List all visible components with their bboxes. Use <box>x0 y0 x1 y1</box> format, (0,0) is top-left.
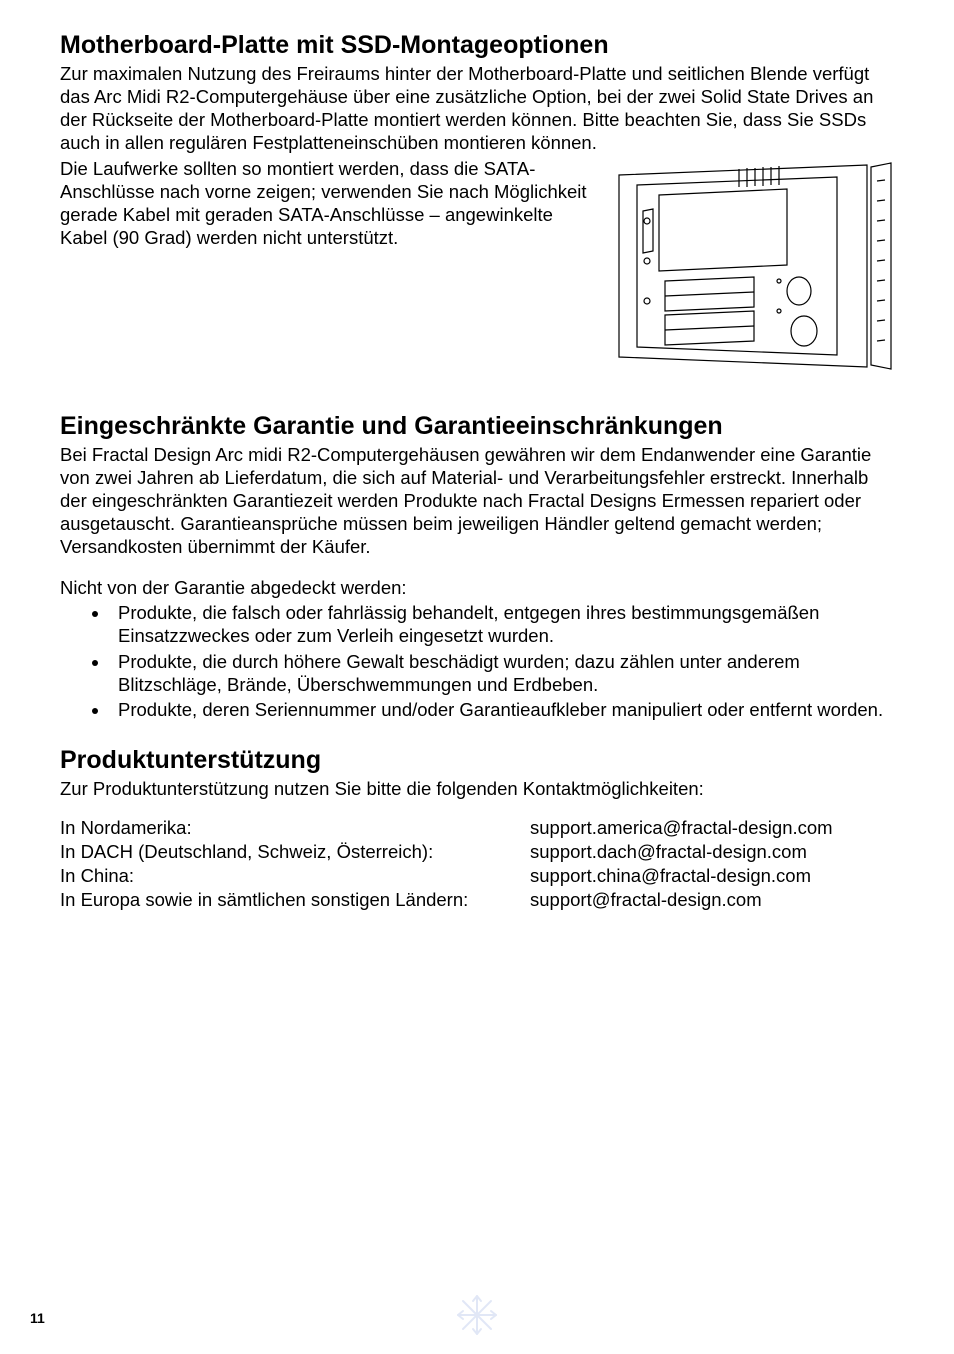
section-motherboard-ssd: Motherboard-Platte mit SSD-Montageoption… <box>60 30 894 371</box>
warranty-exclusions-list: Produkte, die falsch oder fahrlässig beh… <box>60 601 894 721</box>
support-email: support.china@fractal-design.com <box>530 864 894 888</box>
warranty-para-2: Nicht von der Garantie abgedeckt werden: <box>60 576 894 599</box>
support-para: Zur Produktunterstützung nutzen Sie bitt… <box>60 777 894 800</box>
section-warranty: Eingeschränkte Garantie und Garantieeins… <box>60 411 894 721</box>
heading-support: Produktunterstützung <box>60 745 894 775</box>
support-email: support@fractal-design.com <box>530 888 894 912</box>
support-region: In China: <box>60 864 530 888</box>
motherboard-diagram-svg <box>609 161 894 371</box>
heading-motherboard-ssd: Motherboard-Platte mit SSD-Montageoption… <box>60 30 894 60</box>
list-item: Produkte, die durch höhere Gewalt beschä… <box>110 650 894 696</box>
document-page: Motherboard-Platte mit SSD-Montageoption… <box>0 0 954 1354</box>
heading-warranty: Eingeschränkte Garantie und Garantieeins… <box>60 411 894 441</box>
support-region: In DACH (Deutschland, Schweiz, Österreic… <box>60 840 530 864</box>
support-region: In Nordamerika: <box>60 816 530 840</box>
section-support: Produktunterstützung Zur Produktunterstü… <box>60 745 894 912</box>
support-email: support.dach@fractal-design.com <box>530 840 894 864</box>
support-emails-column: support.america@fractal-design.com suppo… <box>530 816 894 912</box>
warranty-para-1: Bei Fractal Design Arc midi R2-Computerg… <box>60 443 894 559</box>
support-email: support.america@fractal-design.com <box>530 816 894 840</box>
page-number: 11 <box>30 1310 45 1326</box>
paragraph-1: Zur maximalen Nutzung des Freiraums hint… <box>60 62 894 155</box>
support-contacts: In Nordamerika: In DACH (Deutschland, Sc… <box>60 816 894 912</box>
list-item: Produkte, deren Seriennummer und/oder Ga… <box>110 698 894 721</box>
list-item: Produkte, die falsch oder fahrlässig beh… <box>110 601 894 647</box>
motherboard-diagram <box>609 161 894 371</box>
support-regions-column: In Nordamerika: In DACH (Deutschland, Sc… <box>60 816 530 912</box>
support-region: In Europa sowie in sämtlichen sonstigen … <box>60 888 530 912</box>
snowflake-icon <box>456 1294 498 1336</box>
